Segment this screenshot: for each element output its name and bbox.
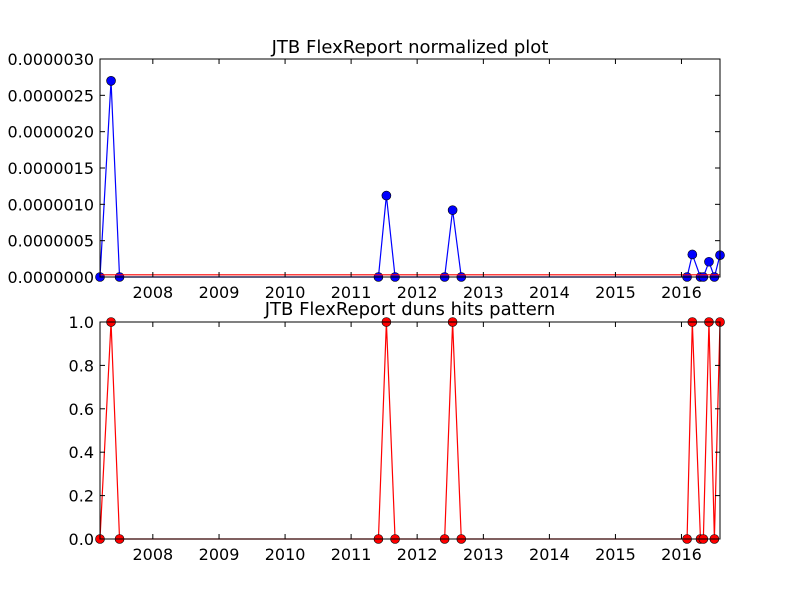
y-tick-label: 0.0000025 xyxy=(7,86,94,105)
x-tick-label: 2015 xyxy=(595,283,636,302)
x-tick-label: 2008 xyxy=(132,545,173,564)
axes-frame xyxy=(99,321,721,540)
y-tick-label: 0.0000015 xyxy=(7,159,94,178)
chart-title: JTB FlexReport duns hits pattern xyxy=(264,299,556,320)
x-tick-label: 2013 xyxy=(463,545,504,564)
chart-duns-hits-pattern: JTB FlexReport duns hits pattern 0.00.20… xyxy=(69,299,725,564)
y-tick-label: 0.0000005 xyxy=(7,232,94,251)
x-tick-label: 2014 xyxy=(529,283,570,302)
y-tick-label: 0.0000020 xyxy=(7,123,94,142)
y-tick-label: 0.0000000 xyxy=(7,268,94,287)
chart-title: JTB FlexReport normalized plot xyxy=(271,37,549,58)
data-point xyxy=(381,190,392,201)
y-tick-label: 0.0000030 xyxy=(7,50,94,69)
x-tick-label: 2015 xyxy=(595,545,636,564)
y-tick-label: 0.2 xyxy=(69,487,94,506)
data-point xyxy=(704,256,714,267)
y-tick-label: 0.8 xyxy=(69,356,94,375)
axes: 0.0 0.2 0.4 0.6 0.8 1.0 2008 2009 2010 2011 2012 20… xyxy=(69,313,721,564)
y-tick-label: 1.0 xyxy=(69,313,94,332)
y-tick-label: 0.4 xyxy=(69,443,94,462)
x-tick-label: 2016 xyxy=(661,283,702,302)
x-tick-label: 2011 xyxy=(331,545,372,564)
axes: 0.0000000 0.0000005 0.0000010 0.0000015 0.00… xyxy=(7,50,721,302)
x-tick-label: 2012 xyxy=(397,545,438,564)
data-point xyxy=(447,205,458,215)
x-tick-label: 2013 xyxy=(463,283,504,302)
x-tick-label: 2011 xyxy=(331,283,372,302)
data-point xyxy=(687,249,698,260)
x-tick-label: 2010 xyxy=(265,545,306,564)
y-tick-label: 0.0 xyxy=(69,530,94,549)
x-tick-label: 2009 xyxy=(199,283,240,302)
x-tick-label: 2010 xyxy=(265,283,306,302)
x-tick-label: 2016 xyxy=(661,545,702,564)
x-tick-label: 2008 xyxy=(132,283,173,302)
x-tick-label: 2009 xyxy=(199,545,240,564)
data-point xyxy=(106,76,116,86)
x-tick-label: 2014 xyxy=(529,545,570,564)
y-tick-label: 0.0000010 xyxy=(7,195,94,214)
chart-normalized-plot: JTB FlexReport normalized plot 0.0000000… xyxy=(7,37,725,302)
x-tick-label: 2012 xyxy=(397,283,438,302)
y-tick-label: 0.6 xyxy=(69,400,94,419)
